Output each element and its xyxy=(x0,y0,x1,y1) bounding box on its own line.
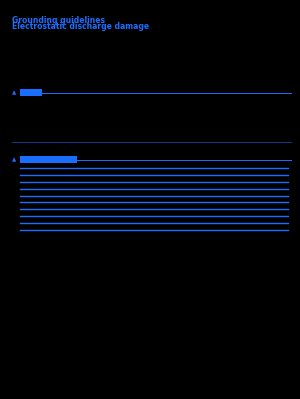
Text: Grounding guidelines: Grounding guidelines xyxy=(12,16,105,25)
Text: Electrostatic discharge damage: Electrostatic discharge damage xyxy=(12,22,149,31)
Text: ▲: ▲ xyxy=(12,90,16,95)
Text: ▲: ▲ xyxy=(12,157,16,162)
FancyBboxPatch shape xyxy=(20,89,42,96)
FancyBboxPatch shape xyxy=(20,156,76,163)
